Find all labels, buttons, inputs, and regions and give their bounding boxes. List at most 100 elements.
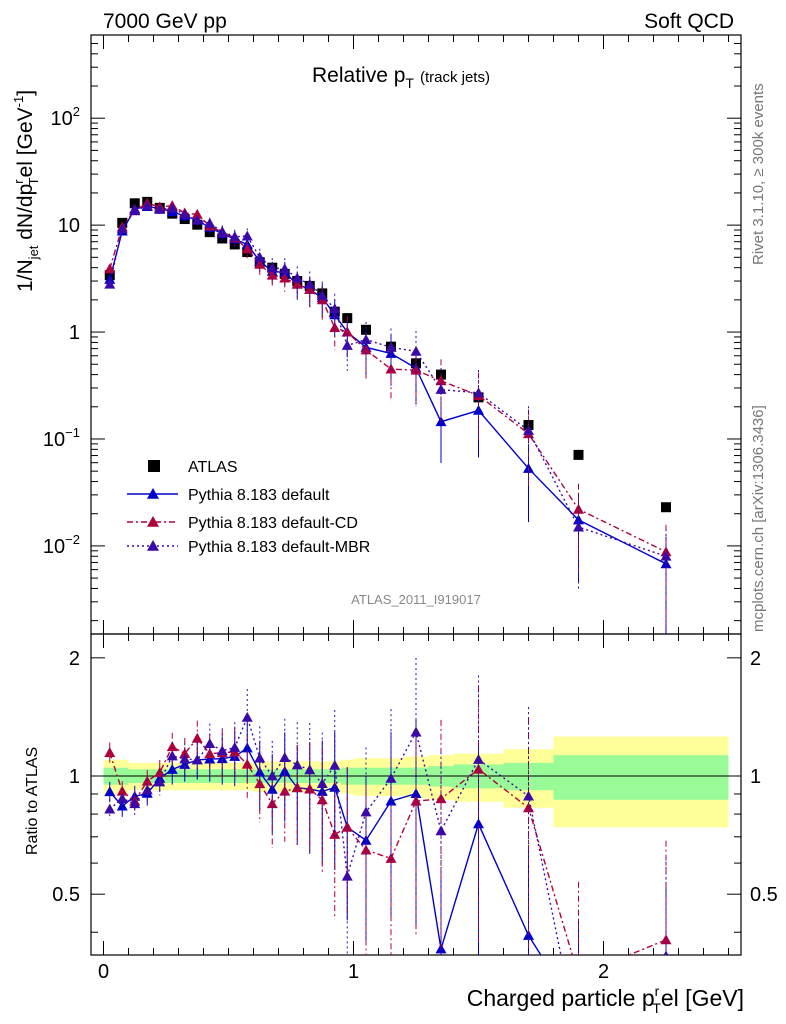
ratio-marker — [410, 726, 422, 737]
ratio-marker — [291, 782, 303, 793]
y-tick-label: 1 — [69, 322, 80, 344]
ratio-marker — [154, 767, 166, 777]
legend-label: ATLAS — [188, 459, 238, 476]
legend-label: Pythia 8.183 default — [188, 487, 330, 504]
ratio-marker — [104, 803, 116, 814]
series-marker — [229, 231, 241, 242]
ratio-marker — [104, 747, 116, 758]
series-line-main — [109, 205, 667, 565]
y-tick-label: 10−2 — [43, 532, 80, 558]
ratio-marker — [435, 825, 447, 836]
series-marker — [129, 205, 141, 216]
ratio-marker — [266, 783, 278, 794]
ratio-marker — [385, 852, 397, 863]
series-marker — [660, 550, 672, 561]
ratio-marker — [154, 776, 166, 787]
series-marker — [523, 425, 534, 435]
ratio-marker — [179, 753, 191, 764]
series-marker — [266, 262, 278, 273]
series-marker — [304, 284, 316, 294]
ratio-marker — [266, 770, 278, 781]
series-marker — [279, 263, 291, 274]
legend-marker-atlas — [148, 460, 160, 472]
legend-marker — [147, 540, 159, 551]
ratio-y-tick-label: 0.5 — [52, 884, 80, 906]
series-marker — [329, 322, 341, 333]
ratio-marker — [116, 800, 128, 811]
y-tick-label: 10 — [58, 215, 80, 237]
series-marker — [279, 272, 291, 283]
chart-title: Relative pT (track jets) — [312, 64, 490, 91]
x-tick-label: 0 — [98, 961, 109, 983]
ratio-band-inner — [603, 755, 729, 800]
ratio-marker — [410, 795, 422, 806]
ratio-marker — [254, 752, 266, 763]
series-marker — [241, 230, 253, 241]
series-marker — [166, 202, 178, 213]
ratio-marker — [191, 732, 203, 743]
legend-marker — [147, 516, 159, 527]
series-line-main — [109, 204, 667, 557]
ratio-marker — [291, 759, 303, 770]
series-marker — [360, 344, 372, 355]
ratio-marker — [329, 828, 341, 839]
ratio-marker — [473, 818, 484, 829]
series-marker — [573, 503, 584, 514]
series-marker — [291, 272, 303, 283]
ratio-marker — [316, 778, 328, 788]
mcplots-label: mcplots.cern.ch [arXiv:1306.3436] — [750, 405, 767, 632]
series-2-main — [104, 197, 672, 625]
ratio-marker — [191, 754, 203, 765]
atlas-marker — [129, 198, 140, 209]
ratio-marker — [385, 772, 397, 783]
series-marker — [573, 521, 584, 532]
axes: 0 1 2 102 10 1 10−1 10−2 2 2 1 1 0.5 0.5 — [43, 34, 778, 983]
ratio-marker — [204, 748, 216, 759]
y-axis-label-ratio: Ratio to ATLAS — [24, 747, 41, 855]
ratio-marker — [360, 844, 372, 855]
ratio-marker — [104, 786, 116, 797]
y-axis-label-main: 1/Njet dN/dprTel [GeV-1] — [11, 90, 41, 292]
ratio-marker — [241, 711, 253, 722]
series-marker — [435, 384, 447, 394]
ratio-y-tick-label: 1 — [69, 766, 80, 788]
series-marker — [154, 204, 166, 214]
series-marker — [204, 217, 216, 228]
series-marker — [360, 334, 372, 345]
y-tick-label: 10−1 — [43, 425, 80, 451]
series-marker — [385, 341, 397, 352]
ratio-marker — [116, 793, 128, 803]
title-suffix: (track jets) — [420, 69, 490, 86]
series-line-ratio — [109, 737, 667, 955]
legend: ATLAS Pythia 8.183 default Pythia 8.183 de… — [127, 459, 370, 556]
ratio-band-inner — [553, 755, 604, 800]
series-marker — [216, 226, 228, 236]
series-3-main — [104, 200, 672, 629]
ratio-marker — [304, 764, 316, 775]
series-line-main — [109, 202, 667, 553]
series-3-ratio — [104, 657, 669, 955]
ratio-marker — [660, 934, 672, 945]
title-sub: T — [405, 75, 414, 91]
series-line-ratio — [109, 746, 542, 955]
rivet-label: Rivet 3.1.10, ≥ 300k events — [750, 83, 767, 265]
legend-label: Pythia 8.183 default-MBR — [188, 539, 370, 556]
series-marker — [104, 278, 116, 289]
series-marker — [435, 375, 447, 386]
series-1-main — [104, 201, 672, 634]
ratio-y-tick-label-right: 2 — [750, 648, 761, 670]
ratio-marker — [204, 738, 216, 749]
series-layer — [104, 196, 672, 980]
series-marker — [191, 208, 203, 219]
ratio-marker — [129, 798, 141, 809]
ratio-marker — [329, 759, 341, 770]
ratio-marker — [473, 763, 484, 774]
ratio-marker — [166, 741, 178, 752]
ratio-marker — [573, 970, 584, 980]
ratio-marker — [216, 753, 228, 764]
atlas-marker — [661, 502, 671, 513]
series-marker — [304, 278, 316, 289]
series-marker — [473, 387, 484, 398]
series-marker — [291, 278, 303, 289]
x-axis-label: Charged particle pr Tel [GeV] — [467, 983, 744, 1016]
